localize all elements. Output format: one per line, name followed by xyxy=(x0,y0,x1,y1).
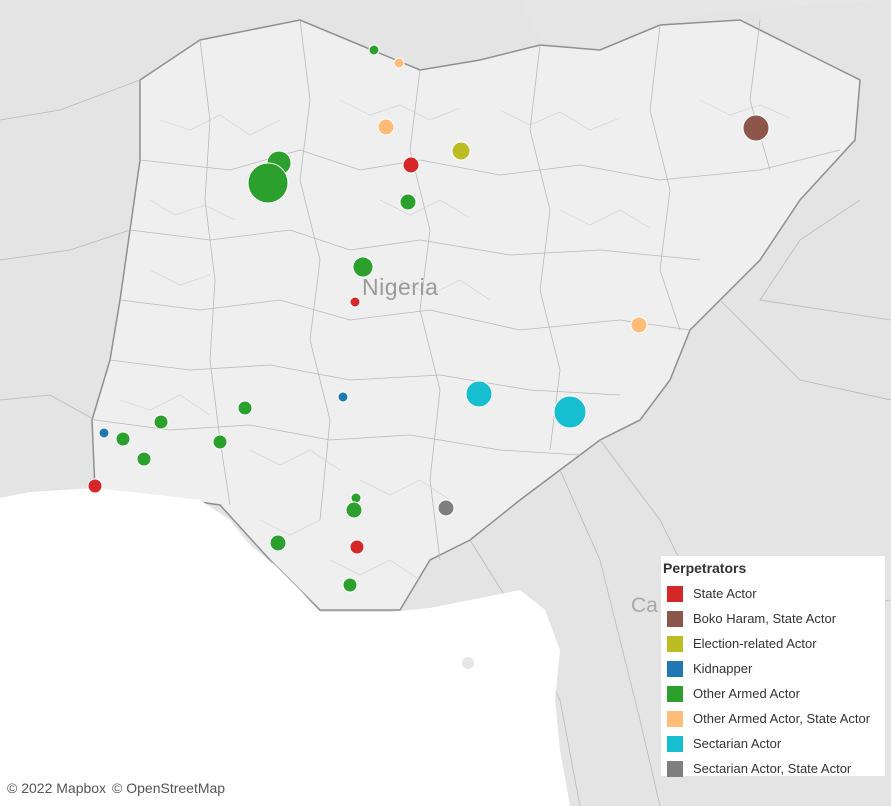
incident-marker[interactable] xyxy=(345,501,363,519)
incident-marker[interactable] xyxy=(342,577,358,593)
incident-marker[interactable] xyxy=(350,492,362,504)
incident-marker[interactable] xyxy=(368,44,380,56)
incident-marker[interactable] xyxy=(352,256,374,278)
legend-label: Election-related Actor xyxy=(693,636,817,651)
incident-marker[interactable] xyxy=(337,391,349,403)
legend-item-kidnapper[interactable]: Kidnapper xyxy=(663,656,885,681)
legend-label: State Actor xyxy=(693,586,757,601)
incident-marker[interactable] xyxy=(115,431,131,447)
incident-marker[interactable] xyxy=(393,57,405,69)
legend-label: Other Armed Actor, State Actor xyxy=(693,711,871,726)
legend-item-sectarian-actor[interactable]: Sectarian Actor xyxy=(663,731,885,756)
legend-swatch xyxy=(667,585,683,602)
legend-title: Perpetrators xyxy=(663,560,747,576)
mapbox-attribution-link[interactable]: © 2022 Mapbox xyxy=(7,780,107,796)
incident-marker[interactable] xyxy=(349,539,365,555)
legend-item-state-actor[interactable]: State Actor xyxy=(663,581,885,606)
legend-swatch xyxy=(667,635,683,652)
legend-swatch xyxy=(667,610,683,627)
incident-marker[interactable] xyxy=(269,534,287,552)
incident-marker[interactable] xyxy=(136,451,152,467)
osm-attribution-link[interactable]: © OpenStreetMap xyxy=(112,780,226,796)
incident-marker[interactable] xyxy=(237,400,253,416)
ocean xyxy=(0,488,570,806)
incident-marker[interactable] xyxy=(98,427,110,439)
cameroon-label-partial: Ca xyxy=(631,594,658,617)
incident-marker[interactable] xyxy=(402,156,420,174)
country-label: Nigeria xyxy=(362,274,439,300)
incident-marker[interactable] xyxy=(553,395,587,429)
incident-marker[interactable] xyxy=(212,434,228,450)
island xyxy=(462,657,474,669)
legend-swatch xyxy=(667,660,683,677)
lga-boundaries xyxy=(119,99,791,581)
incident-marker[interactable] xyxy=(247,162,289,204)
legend-label: Boko Haram, State Actor xyxy=(693,611,837,626)
legend-label: Sectarian Actor xyxy=(693,736,782,751)
incident-marker[interactable] xyxy=(630,316,648,334)
legend-label: Kidnapper xyxy=(693,661,753,676)
legend-label: Other Armed Actor xyxy=(693,686,800,701)
legend-swatch xyxy=(667,710,683,727)
legend-label: Sectarian Actor, State Actor xyxy=(693,761,852,776)
legend-swatch xyxy=(667,735,683,752)
incident-marker[interactable] xyxy=(153,414,169,430)
incident-marker[interactable] xyxy=(742,114,770,142)
incident-marker[interactable] xyxy=(437,499,455,517)
map-attribution: © 2022 Mapbox © OpenStreetMap xyxy=(7,780,231,796)
incident-marker[interactable] xyxy=(399,193,417,211)
legend-item-other-armed-actor[interactable]: Other Armed Actor xyxy=(663,681,885,706)
legend-swatch xyxy=(667,685,683,702)
legend-item-sectarian-actor-state-actor[interactable]: Sectarian Actor, State Actor xyxy=(663,756,885,781)
incident-marker[interactable] xyxy=(87,478,103,494)
incident-marker[interactable] xyxy=(377,118,395,136)
incident-marker[interactable] xyxy=(451,141,471,161)
legend-item-election-related-actor[interactable]: Election-related Actor xyxy=(663,631,885,656)
incident-marker[interactable] xyxy=(349,296,361,308)
legend-item-other-armed-actor-state-actor[interactable]: Other Armed Actor, State Actor xyxy=(663,706,885,731)
incident-marker[interactable] xyxy=(465,380,493,408)
legend-swatch xyxy=(667,760,683,777)
legend: Perpetrators State Actor Boko Haram, Sta… xyxy=(661,556,885,777)
legend-item-boko-haram-state-actor[interactable]: Boko Haram, State Actor xyxy=(663,606,885,631)
